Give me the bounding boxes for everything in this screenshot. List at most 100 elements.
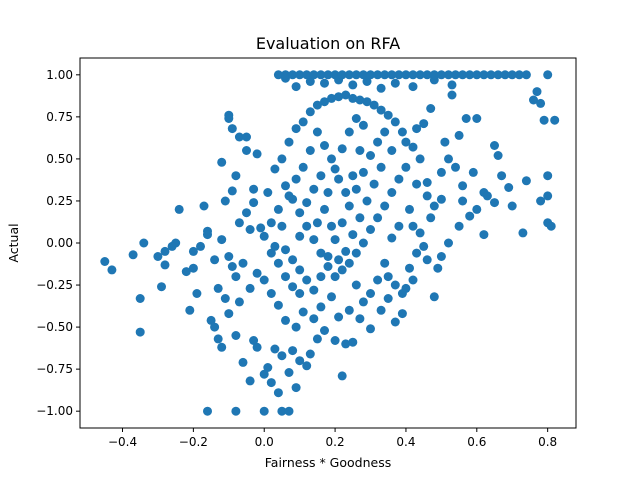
data-point [273, 300, 283, 310]
data-point [295, 231, 305, 241]
y-axis-label: Actual [6, 223, 21, 262]
data-point [316, 171, 326, 181]
data-point [458, 181, 468, 191]
data-point [217, 342, 227, 352]
data-point [337, 265, 347, 275]
data-point [518, 228, 528, 238]
data-point [327, 221, 336, 231]
data-point [380, 127, 390, 137]
data-point [493, 70, 503, 80]
data-point [376, 83, 386, 93]
data-point [231, 171, 241, 181]
data-point [536, 196, 546, 206]
data-point [451, 70, 460, 80]
data-point [415, 228, 425, 238]
data-point [224, 252, 234, 261]
data-point [245, 376, 255, 386]
data-point [366, 151, 375, 160]
data-point [249, 184, 259, 194]
x-tick-label: 0.4 [396, 435, 415, 449]
data-point [242, 208, 251, 218]
data-point [281, 181, 290, 191]
data-point [472, 114, 482, 123]
data-point [210, 255, 220, 265]
data-point [281, 272, 290, 282]
data-point [351, 280, 361, 290]
data-point [429, 201, 439, 211]
data-point [259, 406, 269, 416]
data-point [316, 302, 326, 312]
data-point [366, 225, 375, 234]
data-point [493, 151, 503, 160]
data-point [344, 70, 354, 80]
data-point [369, 100, 379, 110]
data-point [210, 322, 220, 332]
data-point [373, 70, 383, 80]
data-point [426, 213, 436, 223]
data-point [312, 218, 322, 228]
data-point [323, 70, 333, 80]
data-point [422, 70, 432, 80]
data-point [259, 369, 269, 379]
data-point [405, 204, 414, 214]
data-point [273, 388, 283, 398]
data-point [316, 272, 326, 282]
data-point [227, 186, 237, 196]
data-point [543, 191, 553, 201]
data-point [355, 314, 365, 324]
data-point [334, 255, 344, 265]
data-point [320, 97, 329, 107]
data-point [405, 263, 414, 273]
data-point [390, 117, 400, 127]
data-point [341, 339, 351, 349]
data-point [174, 204, 184, 214]
data-point [341, 90, 351, 100]
data-point [422, 178, 432, 187]
data-point [394, 70, 404, 80]
data-point [330, 70, 340, 80]
data-point [288, 282, 298, 292]
data-point [440, 137, 450, 147]
data-point [203, 406, 212, 416]
data-point [213, 334, 223, 344]
data-point [323, 262, 333, 271]
data-point [355, 146, 365, 155]
data-point [181, 267, 191, 277]
data-point [309, 314, 319, 324]
data-point [358, 238, 368, 248]
x-tick-label: 0.6 [467, 435, 486, 449]
data-point [277, 221, 287, 231]
data-point [451, 162, 460, 172]
data-point [245, 225, 255, 234]
data-point [231, 331, 241, 340]
y-tick-label: 0.50 [46, 152, 73, 166]
data-point [387, 146, 397, 155]
data-point [500, 70, 510, 80]
data-point [167, 241, 177, 251]
data-point [472, 70, 482, 80]
data-point [234, 218, 244, 228]
data-point [302, 198, 312, 208]
data-point [302, 221, 312, 231]
data-point [139, 238, 149, 248]
data-point [543, 171, 553, 181]
data-point [454, 130, 464, 140]
data-point [238, 357, 248, 367]
data-point [284, 137, 294, 147]
x-tick-label: 0.8 [538, 435, 557, 449]
data-point [266, 289, 276, 298]
data-point [422, 191, 432, 201]
data-point [302, 361, 312, 371]
data-point [242, 146, 251, 155]
data-point [355, 213, 365, 223]
data-point [295, 70, 305, 80]
data-point [316, 248, 326, 258]
x-tick-label: 0.0 [255, 435, 274, 449]
data-point [252, 149, 262, 159]
data-point [217, 157, 227, 167]
data-point [256, 223, 266, 233]
data-point [387, 188, 397, 197]
data-point [366, 70, 375, 80]
data-point [259, 275, 269, 285]
x-tick-label: −0.4 [108, 435, 137, 449]
